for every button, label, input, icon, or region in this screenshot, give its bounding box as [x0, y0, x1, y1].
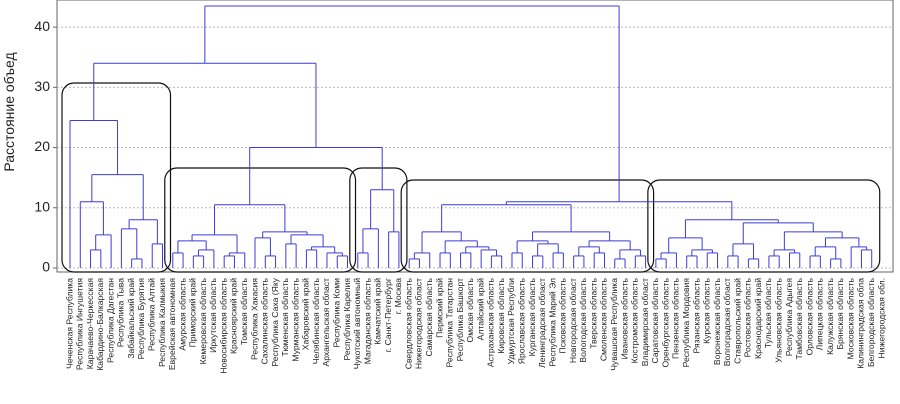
leaf-label: Краснодарский край — [753, 278, 763, 359]
leaf-label: Тульская область — [763, 277, 773, 348]
leaf-label: Чеченская Республика — [64, 278, 74, 369]
leaf-label: Саратовская область — [650, 277, 660, 363]
y-tick-label: 40 — [34, 18, 50, 34]
leaf-label: Астраханская область — [486, 277, 496, 367]
leaf-label: Воронежская область — [712, 277, 722, 365]
leaf-label: Брянская область — [835, 277, 845, 349]
leaf-label: Иркутская область — [208, 277, 218, 352]
leaf-label: Кемеровская область — [198, 277, 208, 364]
leaf-label: Московская область — [845, 277, 855, 359]
leaf-label: г. Санкт-Петербург — [383, 278, 393, 352]
leaf-label: Республика Бурятия — [136, 278, 146, 360]
leaf-label: Республика Тыва — [116, 278, 126, 347]
leaf-label: Нижегородская област — [414, 278, 424, 369]
leaf-label: Республика Дагестан — [105, 278, 115, 363]
leaf-label: Томская область — [239, 277, 249, 345]
leaf-label: Ростовская область — [743, 277, 753, 357]
leaf-label: Алтайский край — [475, 278, 485, 341]
leaf-label: Ленинградская област — [537, 278, 547, 368]
leaf-label: Республика Хакасия — [249, 278, 259, 360]
leaf-label: Республика Ингушетия — [75, 278, 85, 370]
leaf-label: Самарская область — [424, 277, 434, 356]
leaf-label: Хабаровский край — [301, 278, 311, 350]
leaf-label: Ярославская область — [517, 277, 527, 364]
leaf-label: Псковская область — [558, 277, 568, 353]
cluster-box — [400, 179, 655, 273]
leaf-label: Чукотский автономный — [352, 278, 362, 369]
leaf-label: Рязанская область — [691, 277, 701, 353]
leaf-label: Челябинская область — [311, 277, 321, 364]
leaf-label: Калининградская обла — [856, 278, 866, 369]
leaf-label: Магаданская область — [362, 277, 372, 364]
leaf-label: Тамбовская область — [794, 277, 804, 359]
leaf-label: Мурманская область — [290, 277, 300, 361]
cluster-box — [647, 179, 881, 273]
leaf-label: Республика Адыгея — [784, 278, 794, 357]
leaf-label: Тюменская область — [280, 277, 290, 356]
leaf-label: Оренбургская область — [660, 277, 670, 367]
leaf-label: Республика Алтай — [146, 278, 156, 351]
leaf-label: Белгородская область — [866, 277, 876, 367]
leaf-label: Омская область — [465, 277, 475, 342]
plot-frame — [56, 0, 894, 273]
leaf-label: Камчатский край — [373, 278, 383, 345]
leaf-label: Липецкая область — [815, 277, 825, 350]
leaf-label: Амурская область — [177, 277, 187, 350]
leaf-label: Костромская область — [630, 277, 640, 363]
leaf-label: г. Москва — [393, 278, 403, 314]
leaf-label: Карачаево-Черкесская — [85, 278, 95, 370]
y-tick-label: 10 — [34, 198, 50, 214]
leaf-label: Курганская область — [527, 277, 537, 356]
leaf-label: Красноярский край — [229, 278, 239, 354]
leaf-label: Владимирская област — [640, 278, 650, 366]
leaf-label: Чувашская Республика — [609, 278, 619, 371]
leaf-label: Волгоградская област — [722, 278, 732, 366]
leaf-label: Республика Коми — [332, 278, 342, 348]
cluster-box — [164, 167, 357, 273]
leaf-label: Пензенская область — [671, 277, 681, 358]
y-tick-label: 20 — [34, 138, 50, 154]
leaf-label: Республика Саха (Яку — [270, 277, 280, 366]
leaf-label: Ставропольский край — [732, 278, 742, 364]
leaf-label: Забайкальский край — [126, 278, 136, 359]
cluster-box — [61, 82, 172, 273]
leaf-label: Приморский край — [188, 278, 198, 348]
y-tick-label: 30 — [34, 78, 50, 94]
leaf-label: Свердловская область — [403, 277, 413, 369]
leaf-label: Республика Калмыкия — [157, 278, 167, 367]
leaf-label: Нижегородская обл. — [876, 278, 886, 358]
leaf-label: Сахалинская область — [260, 277, 270, 364]
leaf-label: Курская область — [702, 277, 712, 343]
leaf-label: Республика Карелия — [342, 278, 352, 361]
leaf-label: Новосибирская область — [218, 277, 228, 373]
leaf-label: Ульяновская область — [773, 277, 783, 362]
leaf-label: Кабардино-Балкарская — [95, 278, 105, 371]
leaf-label: Республика Башкорт — [455, 278, 465, 361]
leaf-label: Республика Марий Эл — [547, 278, 557, 367]
leaf-label: Пермский край — [434, 278, 444, 338]
leaf-label: Новгородская област — [568, 278, 578, 363]
leaf-label: Орловская область — [804, 277, 814, 355]
y-tick-label: 0 — [42, 259, 50, 275]
leaf-label: Республика Мордовия — [681, 278, 691, 368]
leaf-label: Республика Татарстан — [445, 278, 455, 368]
leaf-label: Калужская область — [825, 277, 835, 354]
leaf-label: Смоленская область — [599, 277, 609, 361]
leaf-label: Удмуртская Республи — [506, 278, 516, 365]
leaf-label: Тверская область — [588, 277, 598, 348]
cluster-box — [349, 167, 408, 273]
leaf-label: Кировская область — [496, 277, 506, 353]
leaf-label: Вологодская область — [578, 277, 588, 362]
leaf-label: Архангельская област — [321, 278, 331, 367]
y-axis-label: Расстояние объед — [1, 52, 17, 171]
leaf-label: Ивановская область — [619, 277, 629, 359]
leaf-label: Еврейская автономная — [167, 278, 177, 370]
